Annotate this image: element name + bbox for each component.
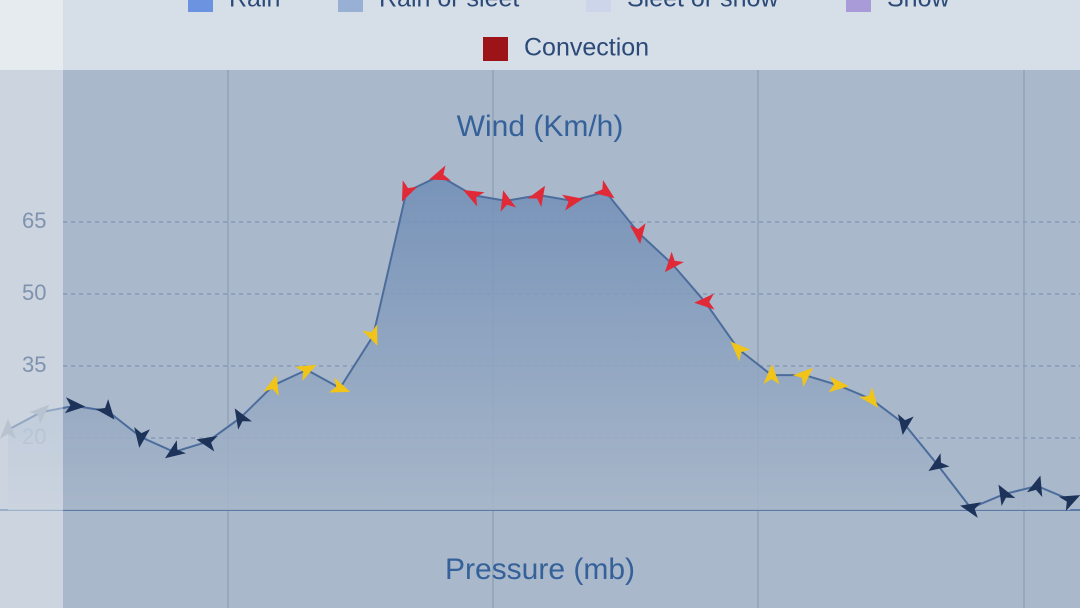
arrow-head — [401, 180, 418, 202]
wind-arrow — [0, 418, 16, 439]
arrow-head — [694, 293, 715, 310]
wind-arrow — [593, 179, 615, 199]
arrow-head — [763, 364, 780, 385]
legend-label: Snow — [887, 0, 950, 13]
wind-arrow — [500, 190, 517, 212]
arrow-head — [429, 165, 451, 181]
wind-arrow — [859, 387, 878, 408]
wind-arrow — [295, 364, 317, 382]
wind-arrow — [95, 399, 115, 420]
wind-arrow — [164, 440, 186, 459]
legend-swatch — [338, 0, 363, 12]
arrow-head — [859, 387, 878, 408]
arrow-head — [64, 397, 86, 414]
arrow-head — [500, 190, 517, 212]
arrow-head — [295, 364, 317, 382]
y-tick-label: 65 — [22, 208, 46, 233]
legend-label: Sleet or snow — [627, 0, 779, 13]
legend-swatch — [483, 37, 508, 61]
arrow-head — [196, 435, 218, 452]
y-tick-label: 35 — [22, 352, 46, 377]
wind-arrow — [960, 502, 982, 518]
wind-arrow — [429, 165, 451, 181]
wind-arrow — [1026, 475, 1043, 497]
legend-swatch — [188, 0, 213, 12]
arrow-head — [29, 404, 50, 425]
legend-label: Convection — [524, 34, 649, 62]
arrow-head — [629, 223, 646, 244]
arrow-head — [1026, 475, 1043, 497]
wind-arrow — [527, 185, 546, 207]
wind-arrow — [828, 376, 849, 393]
wind-arrow — [196, 435, 218, 452]
arrow-head — [730, 341, 751, 362]
arrow-head — [960, 502, 982, 518]
arrow-head — [998, 484, 1016, 506]
arrow-head — [562, 194, 584, 211]
wind-arrow — [29, 404, 50, 425]
wind-arrow — [562, 194, 584, 211]
arrow-head — [828, 376, 849, 393]
wind-arrow — [1058, 495, 1080, 512]
wind-arrow — [263, 374, 279, 397]
arrow-head — [234, 408, 252, 430]
arrow-head — [928, 453, 950, 472]
wind-arrow — [792, 367, 813, 388]
arrow-head — [463, 189, 485, 207]
left-overlay — [0, 0, 63, 608]
area-fill — [8, 175, 1071, 511]
wind-arrow — [463, 189, 485, 207]
wind-arrow — [362, 324, 378, 346]
arrow-head — [593, 179, 615, 199]
arrow-head — [792, 367, 813, 388]
wind-arrow — [64, 397, 86, 414]
wind-arrow — [998, 484, 1016, 506]
arrow-head — [897, 413, 914, 435]
arrow-head — [1058, 495, 1080, 512]
arrow-head — [164, 440, 186, 459]
wind-arrow — [401, 180, 418, 202]
chart-title: Wind (Km/h) — [457, 110, 624, 143]
wind-arrow — [730, 341, 751, 362]
arrow-head — [263, 374, 279, 397]
wind-arrow — [763, 364, 780, 385]
wind-arrow — [328, 377, 351, 393]
legend-swatch — [846, 0, 871, 12]
v-grid — [227, 70, 1025, 608]
wind-arrow — [134, 427, 150, 448]
wind-arrow — [694, 293, 715, 310]
arrow-head — [95, 399, 115, 420]
arrow-head — [328, 377, 351, 393]
wind-arrow — [897, 413, 914, 435]
legend-label: Rain or sleet — [379, 0, 519, 13]
wind-arrow — [234, 408, 252, 430]
legend-swatch — [586, 0, 611, 12]
arrow-head — [527, 185, 546, 207]
arrow-head — [362, 324, 378, 346]
wind-arrow — [629, 223, 646, 244]
wind-arrow — [928, 453, 950, 472]
legend-label: Rain — [229, 0, 280, 13]
arrow-head — [0, 418, 16, 439]
arrow-head — [664, 251, 684, 273]
y-tick-label: 50 — [22, 280, 46, 305]
legend-bg — [0, 0, 1080, 70]
next-chart-title: Pressure (mb) — [445, 553, 635, 586]
arrow-head — [134, 427, 150, 448]
wind-arrow — [664, 251, 684, 273]
